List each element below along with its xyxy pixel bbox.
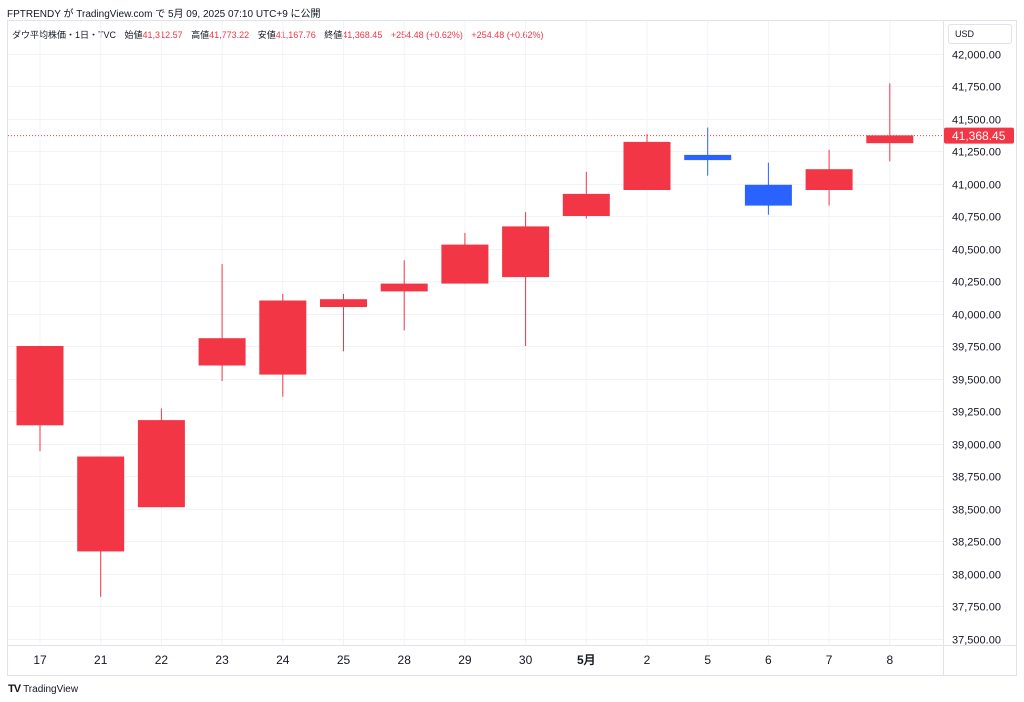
y-tick-label: 39,000.00 — [952, 440, 1001, 452]
published-by-text: FPTRENDY が TradingView.com で 5月 09, 2025… — [7, 9, 321, 20]
y-tick-label: 42,000.00 — [952, 50, 1001, 62]
y-tick-label: 41,500.00 — [952, 115, 1001, 127]
chart-frame — [7, 20, 1017, 676]
x-tick-label: 5月 — [577, 653, 596, 667]
candle — [198, 264, 246, 382]
x-tick-label: 8 — [886, 653, 893, 667]
x-tick-label: 22 — [155, 653, 169, 667]
x-tick-label: 2 — [644, 653, 651, 667]
x-tick-label: 28 — [398, 653, 412, 667]
candle — [77, 456, 125, 597]
candle-body — [198, 338, 246, 366]
y-tick-label: 40,000.00 — [952, 310, 1001, 322]
x-tick-label: 17 — [33, 653, 47, 667]
y-tick-label: 41,750.00 — [952, 82, 1001, 94]
last-price-marker: 41,368.45 — [8, 127, 1014, 144]
tradingview-name: TradingView — [23, 683, 79, 695]
legend-change-2: +254.48 (+0.62%) — [471, 30, 544, 40]
candle-body — [866, 135, 914, 144]
candle-body — [805, 169, 853, 190]
candle-body — [77, 456, 125, 552]
legend-close-value: 41,368.45 — [342, 30, 383, 40]
y-tick-label: 37,500.00 — [952, 635, 1001, 647]
x-tick-label: 29 — [458, 653, 472, 667]
y-tick-label: 40,750.00 — [952, 212, 1001, 224]
tradingview-branding[interactable]: TV TradingView — [8, 683, 78, 695]
x-tick-label: 24 — [276, 653, 290, 667]
candle-body — [623, 141, 671, 190]
candle — [502, 212, 550, 346]
last-price-label: 41,368.45 — [952, 129, 1006, 143]
currency-selector[interactable]: USD — [948, 24, 1012, 44]
legend-high-label: 高値 — [191, 30, 210, 40]
candle — [441, 232, 489, 284]
candle-body — [137, 420, 185, 508]
y-axis: 37,500.00 37,750.00 38,000.00 38,250.00 38,5… — [952, 50, 1001, 647]
x-tick-label: 5 — [704, 653, 711, 667]
y-tick-label: 38,000.00 — [952, 570, 1001, 582]
candle — [320, 294, 367, 352]
y-tick-label: 39,250.00 — [952, 407, 1001, 419]
legend-close-label: 終値 — [324, 30, 343, 40]
candle — [623, 134, 671, 190]
x-tick-label: 6 — [765, 653, 772, 667]
ohlc-legend: ダウ平均株価・1日・TVC 始値41,312.57 高値41,773.22 安値… — [12, 28, 543, 41]
candle-body — [502, 226, 550, 278]
candles — [16, 83, 914, 597]
candle — [16, 346, 64, 452]
y-tick-label: 39,500.00 — [952, 375, 1001, 387]
legend-change: +254.48 (+0.62%) — [390, 30, 463, 40]
candle-body — [744, 184, 792, 206]
x-tick-label: 23 — [215, 653, 229, 667]
candle-body — [684, 154, 732, 161]
y-tick-label: 40,250.00 — [952, 277, 1001, 289]
x-tick-label: 30 — [519, 653, 533, 667]
candle-body — [259, 300, 307, 375]
candle — [744, 162, 792, 215]
y-tick-label: 40,500.00 — [952, 245, 1001, 257]
candle-body — [441, 244, 489, 284]
y-tick-label: 38,750.00 — [952, 472, 1001, 484]
candle — [380, 260, 428, 331]
y-tick-label: 37,750.00 — [952, 602, 1001, 614]
tradingview-logo-icon: TV — [8, 683, 21, 695]
grid-lines — [8, 21, 1016, 675]
candle — [866, 83, 914, 162]
legend-open-value: 41,312.57 — [142, 30, 183, 40]
candle-body — [320, 299, 367, 307]
x-tick-label: 7 — [826, 653, 833, 667]
candle-body — [16, 346, 64, 426]
y-tick-label: 38,500.00 — [952, 505, 1001, 517]
legend-low-label: 安値 — [257, 30, 276, 40]
legend-open-label: 始値 — [124, 30, 143, 40]
legend-high-value: 41,773.22 — [209, 30, 250, 40]
candle — [259, 294, 307, 397]
x-tick-label: 25 — [337, 653, 351, 667]
legend-symbol: ダウ平均株価・1日・TVC — [12, 30, 117, 40]
candle — [805, 149, 853, 206]
y-tick-label: 41,250.00 — [952, 147, 1001, 159]
legend-low-value: 41,167.76 — [275, 30, 316, 40]
x-axis: 17 21 22 23 24 25 28 29 30 5月 2 5 6 7 8 — [33, 653, 893, 667]
candle-body — [380, 283, 428, 292]
x-tick-label: 21 — [94, 653, 108, 667]
y-tick-label: 39,750.00 — [952, 342, 1001, 354]
candle-body — [562, 193, 610, 216]
y-tick-label: 38,250.00 — [952, 537, 1001, 549]
candle — [562, 171, 610, 219]
candle — [137, 408, 185, 508]
last-price-box — [944, 127, 1014, 144]
y-tick-label: 41,000.00 — [952, 180, 1001, 192]
